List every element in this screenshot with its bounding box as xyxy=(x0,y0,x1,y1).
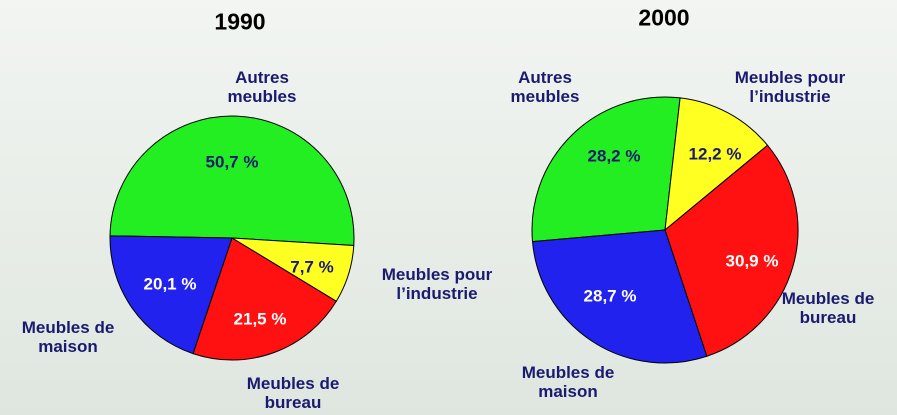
category-label: Autres meubles xyxy=(227,68,297,106)
value-label: 28,2 % xyxy=(588,146,641,165)
value-label: 30,9 % xyxy=(726,251,779,270)
pie-slice xyxy=(531,96,681,243)
value-label: 28,7 % xyxy=(584,286,637,305)
pie-slice xyxy=(664,144,799,357)
pie-slice xyxy=(109,235,233,355)
value-label: 50,7 % xyxy=(206,152,259,171)
pie-slice xyxy=(192,237,337,361)
value-label: 20,1 % xyxy=(144,274,197,293)
value-label: 12,2 % xyxy=(689,144,742,163)
category-label: Autres meubles xyxy=(510,68,580,106)
category-label: Meubles pour l’industrie xyxy=(381,265,493,303)
category-label: Meubles de maison xyxy=(521,363,615,401)
category-label: Meubles de maison xyxy=(21,318,115,356)
pie-slice xyxy=(531,229,708,364)
category-label: Meubles de bureau xyxy=(781,289,875,327)
pie-slice xyxy=(664,97,769,232)
value-label: 7,7 % xyxy=(290,257,333,276)
category-label: Meubles pour l’industrie xyxy=(734,68,846,106)
category-label: Meubles de bureau xyxy=(246,374,340,412)
chart-title: 1990 xyxy=(214,8,266,35)
value-label: 21,5 % xyxy=(234,309,287,328)
chart-title: 2000 xyxy=(638,4,690,31)
pie-slice xyxy=(109,115,355,247)
